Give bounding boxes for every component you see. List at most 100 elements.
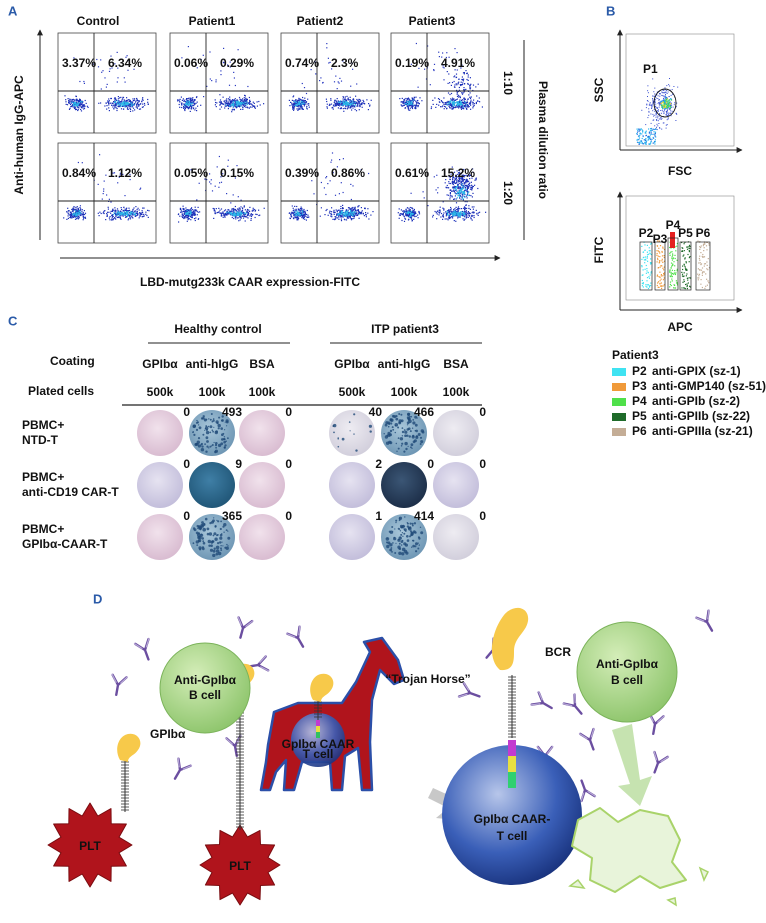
flow-dot [670,106,672,108]
flow-dot [248,103,251,105]
flow-dot [181,103,183,106]
flow-dot [653,141,655,144]
flow-dot [451,196,453,198]
flow-dot [670,105,672,107]
flow-dot [656,275,658,277]
flow-dot [401,105,403,107]
flow-dot [178,103,180,106]
flow-dot [448,217,451,220]
flow-dot [226,212,228,214]
flow-dot [221,215,223,217]
flow-dot [666,104,669,106]
flow-dot [650,122,652,124]
flow-dot [453,198,455,200]
flow-dot [80,108,82,111]
flow-dot [67,210,69,212]
flow-dot [245,211,247,213]
flow-dot [466,207,468,209]
flow-plot [280,32,380,134]
flow-dot [142,106,144,108]
flow-dot [78,214,80,216]
flow-dot [104,77,106,79]
flow-dot [670,273,672,275]
flow-dot [110,55,112,57]
flow-dot [653,137,655,139]
flow-dot [470,104,472,106]
flow-dot [300,214,302,216]
flow-dot [137,100,139,102]
flow-dot [120,105,122,107]
flow-dot [290,214,292,216]
flow-dot [644,249,646,251]
flow-dot [669,271,671,273]
flow-dot [352,104,354,106]
flow-dot [304,100,306,102]
flow-dot [471,215,474,217]
flow-dot [349,100,351,102]
flow-dot [674,273,676,275]
flow-dot [131,104,133,106]
flow-dot [333,104,335,106]
flow-dot [246,98,248,100]
flow-dot [125,103,128,105]
flow-dot [360,103,362,105]
flow-dot [468,183,470,185]
flow-dot [186,213,188,215]
flow-dot [301,106,303,108]
flow-dot [227,102,229,104]
flow-dot [226,213,228,215]
flow-dot [235,103,237,105]
flow-dot [72,98,74,100]
flow-dot [469,212,471,214]
flow-dot [673,284,675,286]
flow-dot [462,179,464,181]
flow-dot [225,102,228,104]
flow-dot [454,84,456,86]
flow-dot [642,269,644,271]
flow-dot [458,195,460,197]
flow-dot [351,62,353,64]
flow-dot [469,92,471,94]
flow-dot [470,108,472,110]
flow-dot [357,214,359,216]
flow-dot [238,220,240,222]
flow-dot [443,108,445,110]
flow-dot [463,182,465,184]
flow-dot [196,101,198,103]
flow-dot [82,214,84,216]
flow-dot [454,48,456,50]
flow-dot [302,210,304,212]
flow-dot [676,113,678,115]
flow-dot [361,102,363,104]
flow-dot [650,284,652,287]
flow-dot [459,179,461,181]
flow-plot [57,32,157,134]
flow-dot [466,185,468,187]
flow-dot [125,105,127,107]
flow-dot [351,109,353,111]
flow-dot [411,106,414,108]
flow-dot [656,261,658,263]
flow-dot [200,104,202,106]
flow-dot [233,109,235,111]
flow-dot [79,99,81,101]
flow-dot [119,214,121,216]
flow-dot [409,213,411,216]
flow-dot [361,106,363,108]
flow-dot [688,261,690,263]
flow-dot [108,110,110,112]
flow-dot [143,215,145,217]
flow-dot [360,103,362,105]
flow-dot [408,100,410,102]
flow-dot [340,102,342,104]
flow-dot [239,211,241,213]
flow-dot [649,274,651,276]
flow-dot [399,213,401,215]
flow-dot [110,97,112,100]
flow-dot [472,192,474,194]
flow-dot [181,216,183,218]
flow-dot [143,207,145,209]
flow-dot [129,218,132,220]
flow-dot [666,112,668,114]
flow-dot [657,102,659,104]
